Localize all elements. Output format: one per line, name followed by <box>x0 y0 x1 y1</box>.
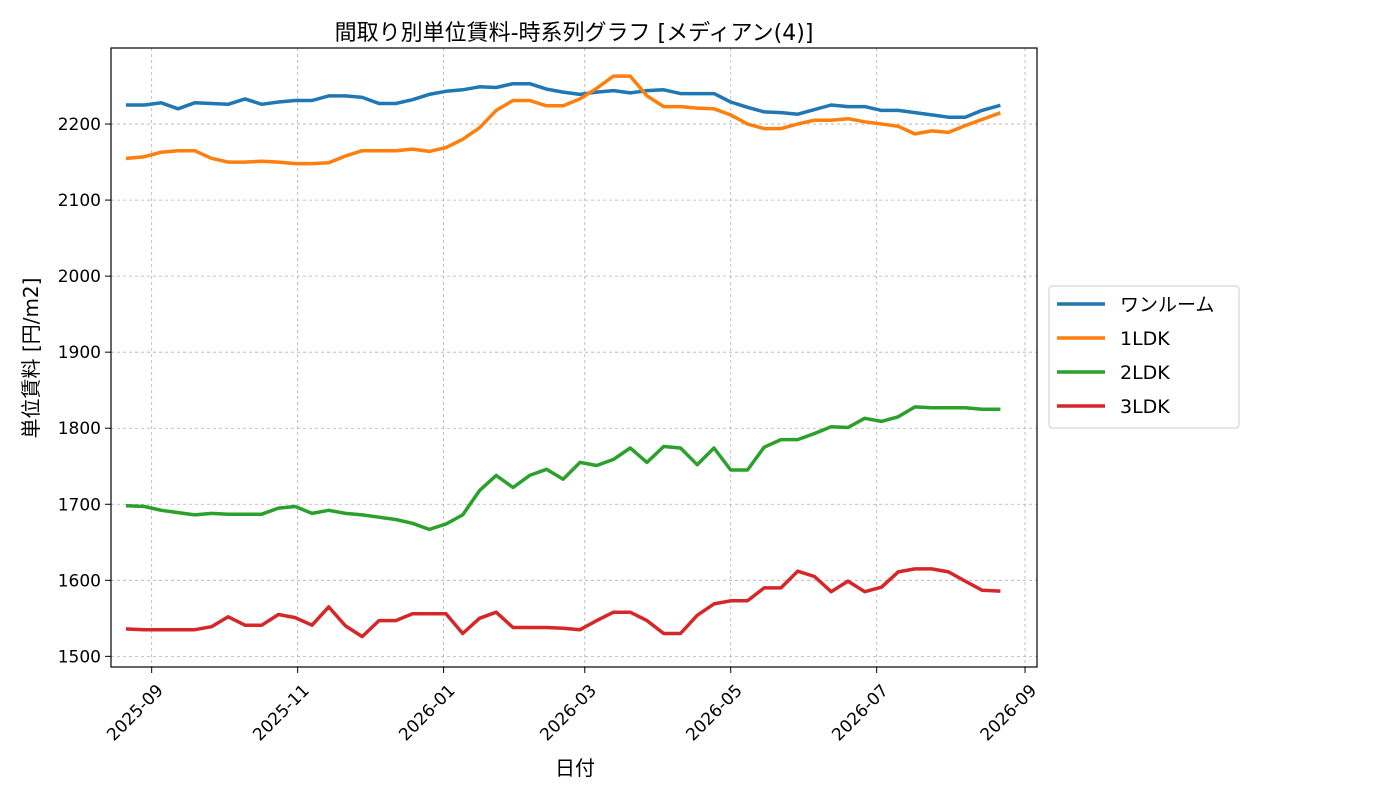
legend-label-1: 1LDK <box>1120 328 1170 350</box>
y-tick-label: 1800 <box>58 419 101 439</box>
series-line-0 <box>125 81 1001 119</box>
y-tick-label: 2000 <box>58 267 101 287</box>
chart-title: 間取り別単位賃料-時系列グラフ [メディアン(4)] <box>335 21 814 46</box>
y-tick-label: 2100 <box>58 191 101 211</box>
y-tick-label: 1700 <box>58 495 101 515</box>
plot-series <box>125 74 1001 639</box>
x-axis-title: 日付 <box>555 756 595 780</box>
legend-label-2: 2LDK <box>1120 362 1170 384</box>
series-line-1 <box>125 74 1001 166</box>
grid <box>111 48 1037 667</box>
legend-label-0: ワンルーム <box>1120 294 1214 316</box>
y-axis: 1500 1600 1700 1800 1900 2000 2100 2200 <box>58 115 111 667</box>
legend-box <box>1048 285 1240 429</box>
y-tick-label: 1600 <box>58 571 101 591</box>
y-tick-label: 2200 <box>58 115 101 135</box>
legend: ワンルーム 1LDK 2LDK 3LDK <box>1048 285 1240 429</box>
plot-frame <box>110 47 1038 668</box>
legend-label-3: 3LDK <box>1120 396 1170 418</box>
series-line-3 <box>125 567 1001 639</box>
y-tick-label: 1900 <box>58 343 101 363</box>
series-line-2 <box>125 405 1001 532</box>
y-tick-label: 1500 <box>58 647 101 667</box>
y-axis-title: 単位賃料 [円/m2] <box>19 278 43 439</box>
